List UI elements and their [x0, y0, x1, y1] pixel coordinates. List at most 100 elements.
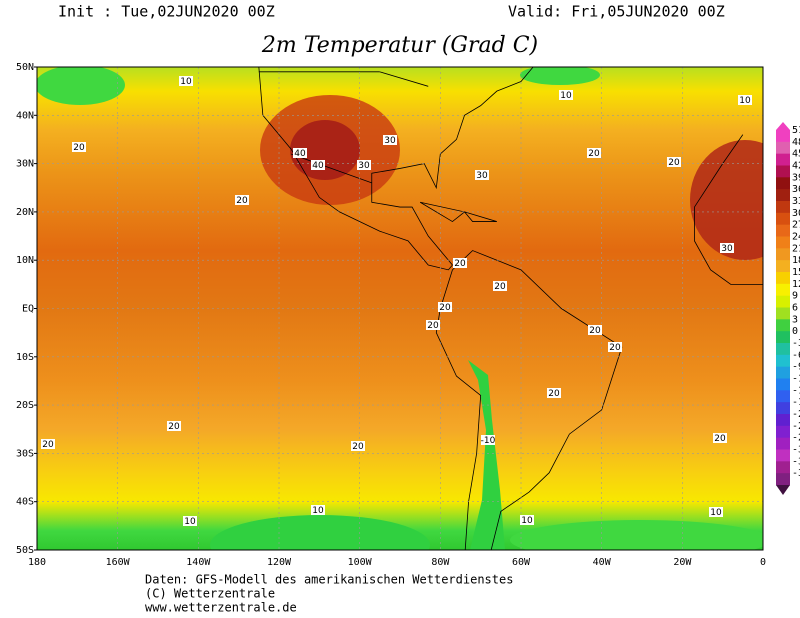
label-box: [357, 160, 371, 170]
label-box: [588, 325, 602, 335]
colorbar-label: 27: [792, 220, 800, 231]
colorbar-label: -33: [792, 456, 800, 467]
lon-label: 40W: [593, 557, 612, 568]
coastline: [419, 201, 466, 223]
colorbar-label: 39: [792, 172, 800, 183]
temperature-field: [37, 67, 763, 550]
colorbar: 51484542393633302724211815129630-3-6-9-1…: [776, 122, 800, 495]
colorbar-label: -15: [792, 385, 800, 396]
colorbar-label: 33: [792, 196, 800, 207]
label-box: [453, 258, 467, 268]
contour-label: 20: [668, 158, 680, 168]
colorbar-label: -18: [792, 397, 800, 408]
lon-label: 140W: [186, 557, 211, 568]
contour-label: 20: [73, 143, 85, 153]
colorbar-arrow: [776, 122, 790, 130]
contour-label: 20: [588, 149, 600, 159]
colorbar-cell: [776, 165, 790, 178]
colorbar-cell: [776, 153, 790, 166]
colorbar-cell: [776, 390, 790, 403]
contour-label: 20: [439, 303, 451, 313]
colorbar-cell: [776, 236, 790, 249]
contour-label: -10: [481, 436, 496, 446]
contour-label: 30: [358, 161, 370, 171]
colorbar-label: -27: [792, 433, 800, 444]
colorbar-label: -3: [792, 338, 800, 349]
label-box: [481, 435, 495, 445]
label-box: [41, 439, 55, 449]
label-box: [72, 142, 86, 152]
hot-region: [290, 120, 360, 180]
colorbar-cell: [776, 224, 790, 237]
lat-label: 50S: [16, 545, 34, 556]
hot-region: [690, 140, 763, 260]
colorbar-label: -21: [792, 409, 800, 420]
cold-region: [510, 520, 763, 550]
label-box: [351, 441, 365, 451]
colorbar-label: 3: [792, 314, 798, 325]
label-box: [608, 342, 622, 352]
label-box: [587, 148, 601, 158]
colorbar-cell: [776, 378, 790, 391]
contour-label: 10: [560, 91, 572, 101]
colorbar-cell: [776, 331, 790, 344]
colorbar-label: -36: [792, 468, 800, 479]
label-box: [311, 160, 325, 170]
border: [290, 153, 372, 184]
label-box: [438, 302, 452, 312]
label-box: [559, 90, 573, 100]
colorbar-label: 12: [792, 279, 800, 290]
contour-label: 20: [454, 259, 466, 269]
valid-time: Valid: Fri,05JUN2020 00Z: [508, 3, 725, 21]
colorbar-cell: [776, 319, 790, 332]
contour-label: 20: [548, 389, 560, 399]
contour-label: 10: [521, 516, 533, 526]
coastline: [258, 67, 534, 271]
colorbar-cell: [776, 177, 790, 190]
label-box: [179, 76, 193, 86]
contour-label: 20: [609, 343, 621, 353]
contour-label: 40: [312, 161, 324, 171]
colorbar-cell: [776, 449, 790, 462]
label-box: [167, 421, 181, 431]
contour-label: 20: [714, 434, 726, 444]
colorbar-cell: [776, 248, 790, 261]
colorbar-label: 48: [792, 137, 800, 148]
label-box: [493, 281, 507, 291]
lat-label: EQ: [22, 304, 34, 315]
colorbar-label: 9: [792, 291, 798, 302]
colorbar-label: 0: [792, 326, 798, 337]
label-box: [738, 95, 752, 105]
init-time: Init : Tue,02JUN2020 00Z: [58, 3, 275, 21]
contour-label: 10: [180, 77, 192, 87]
label-box: [311, 505, 325, 515]
lat-label: 50N: [16, 62, 34, 73]
lat-label: 10S: [16, 352, 34, 363]
label-box: [183, 516, 197, 526]
lat-label: 10N: [16, 255, 34, 266]
contour-label: 20: [589, 326, 601, 336]
lat-label: 40S: [16, 497, 34, 508]
lon-label: 0: [760, 557, 766, 568]
colorbar-label: 42: [792, 161, 800, 172]
label-box: [426, 320, 440, 330]
contour-label: 30: [721, 244, 733, 254]
contour-label: 20: [168, 422, 180, 432]
colorbar-cell: [776, 414, 790, 427]
colorbar-cell: [776, 283, 790, 297]
label-box: [547, 388, 561, 398]
footer-line: www.wetterzentrale.de: [145, 601, 297, 615]
label-box: [667, 157, 681, 167]
lon-label: 180: [28, 557, 46, 568]
cold-region: [210, 515, 430, 550]
colorbar-cell: [776, 425, 790, 439]
footer-line: Daten: GFS-Modell des amerikanischen Wet…: [145, 573, 513, 587]
colorbar-cell: [776, 402, 790, 415]
coastline: [464, 211, 497, 222]
colorbar-label: -12: [792, 374, 800, 385]
footer: Daten: GFS-Modell des amerikanischen Wet…: [145, 573, 513, 615]
lon-label: 160W: [106, 557, 131, 568]
colorbar-cell: [776, 354, 790, 368]
colorbar-cell: [776, 212, 790, 226]
